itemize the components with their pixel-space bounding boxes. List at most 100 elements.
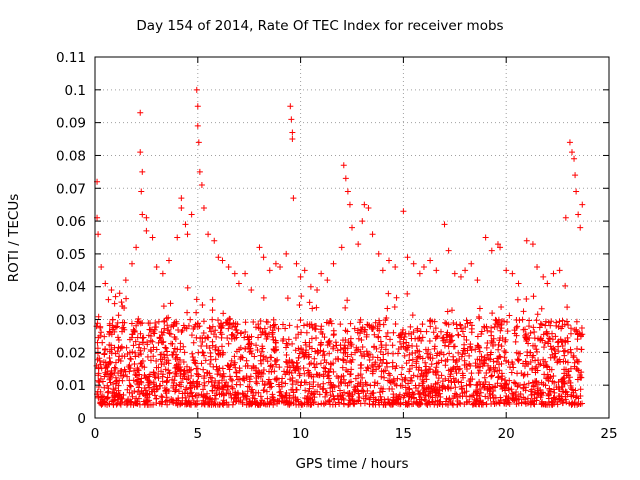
data-point bbox=[394, 350, 401, 357]
data-point bbox=[514, 383, 521, 390]
data-point bbox=[124, 386, 131, 393]
data-point bbox=[384, 305, 391, 312]
data-point bbox=[420, 386, 427, 393]
data-point bbox=[354, 398, 361, 405]
data-point bbox=[375, 333, 382, 340]
data-point bbox=[357, 379, 364, 386]
data-point bbox=[366, 351, 373, 358]
data-point bbox=[187, 316, 194, 323]
data-point bbox=[320, 380, 327, 387]
data-point bbox=[231, 270, 238, 277]
data-point bbox=[546, 386, 553, 393]
data-point bbox=[343, 366, 350, 373]
data-point bbox=[422, 346, 429, 353]
data-point bbox=[493, 317, 500, 324]
data-point bbox=[351, 388, 358, 395]
data-point bbox=[96, 355, 103, 362]
data-point bbox=[455, 331, 462, 338]
data-point bbox=[342, 380, 349, 387]
data-point bbox=[529, 365, 536, 372]
data-point bbox=[520, 372, 527, 379]
data-point bbox=[160, 303, 167, 310]
data-point bbox=[175, 326, 182, 333]
data-point bbox=[543, 362, 550, 369]
data-point bbox=[267, 363, 274, 370]
data-point bbox=[464, 347, 471, 354]
data-point bbox=[409, 312, 416, 319]
data-point bbox=[270, 316, 277, 323]
data-point bbox=[273, 375, 280, 382]
data-point bbox=[271, 346, 278, 353]
data-point bbox=[565, 321, 572, 328]
data-point bbox=[143, 398, 150, 405]
data-point bbox=[321, 334, 328, 341]
data-point bbox=[195, 349, 202, 356]
data-point bbox=[271, 347, 278, 354]
data-point bbox=[212, 327, 219, 334]
data-point bbox=[363, 381, 370, 388]
data-point bbox=[457, 322, 464, 329]
data-point bbox=[111, 364, 118, 371]
data-point bbox=[307, 283, 314, 290]
data-point bbox=[362, 326, 369, 333]
data-point bbox=[553, 322, 560, 329]
data-point bbox=[359, 374, 366, 381]
data-point bbox=[134, 388, 141, 395]
data-point bbox=[315, 401, 322, 408]
data-point bbox=[478, 330, 485, 337]
data-point bbox=[396, 391, 403, 398]
data-point bbox=[150, 401, 157, 408]
data-point bbox=[193, 86, 200, 93]
data-point bbox=[463, 382, 470, 389]
data-point bbox=[334, 347, 341, 354]
data-point bbox=[356, 394, 363, 401]
data-point bbox=[530, 293, 537, 300]
data-point bbox=[543, 330, 550, 337]
data-point bbox=[386, 257, 393, 264]
data-point bbox=[325, 320, 332, 327]
data-point bbox=[183, 363, 190, 370]
data-point bbox=[223, 379, 230, 386]
data-point bbox=[254, 347, 261, 354]
data-point bbox=[377, 393, 384, 400]
data-point bbox=[363, 333, 370, 340]
data-point bbox=[253, 375, 260, 382]
data-point bbox=[467, 362, 474, 369]
data-point bbox=[153, 357, 160, 364]
data-point bbox=[406, 393, 413, 400]
data-point bbox=[497, 394, 504, 401]
data-point bbox=[389, 342, 396, 349]
data-point bbox=[306, 299, 313, 306]
data-point bbox=[545, 335, 552, 342]
data-point bbox=[369, 390, 376, 397]
data-point bbox=[129, 348, 136, 355]
data-point bbox=[263, 335, 270, 342]
data-point bbox=[567, 384, 574, 391]
data-point bbox=[267, 324, 274, 331]
data-point bbox=[147, 357, 154, 364]
data-point bbox=[579, 201, 586, 208]
data-point bbox=[349, 224, 355, 231]
data-point bbox=[345, 401, 352, 408]
data-point bbox=[258, 397, 265, 404]
data-point bbox=[322, 393, 329, 400]
data-point bbox=[297, 317, 304, 324]
data-point bbox=[232, 364, 239, 371]
data-point bbox=[445, 247, 452, 254]
data-point bbox=[271, 321, 278, 328]
data-point bbox=[344, 188, 351, 195]
data-point bbox=[404, 254, 411, 261]
data-point bbox=[492, 321, 499, 328]
data-point bbox=[472, 346, 479, 353]
data-point bbox=[407, 377, 414, 384]
data-point bbox=[314, 347, 321, 354]
data-point bbox=[283, 394, 290, 401]
data-point bbox=[498, 304, 505, 311]
data-point bbox=[233, 369, 240, 376]
data-point bbox=[198, 360, 205, 367]
data-point bbox=[226, 321, 233, 328]
data-point bbox=[556, 318, 563, 325]
data-point bbox=[112, 374, 119, 381]
data-point bbox=[243, 357, 250, 364]
data-point bbox=[138, 387, 145, 394]
